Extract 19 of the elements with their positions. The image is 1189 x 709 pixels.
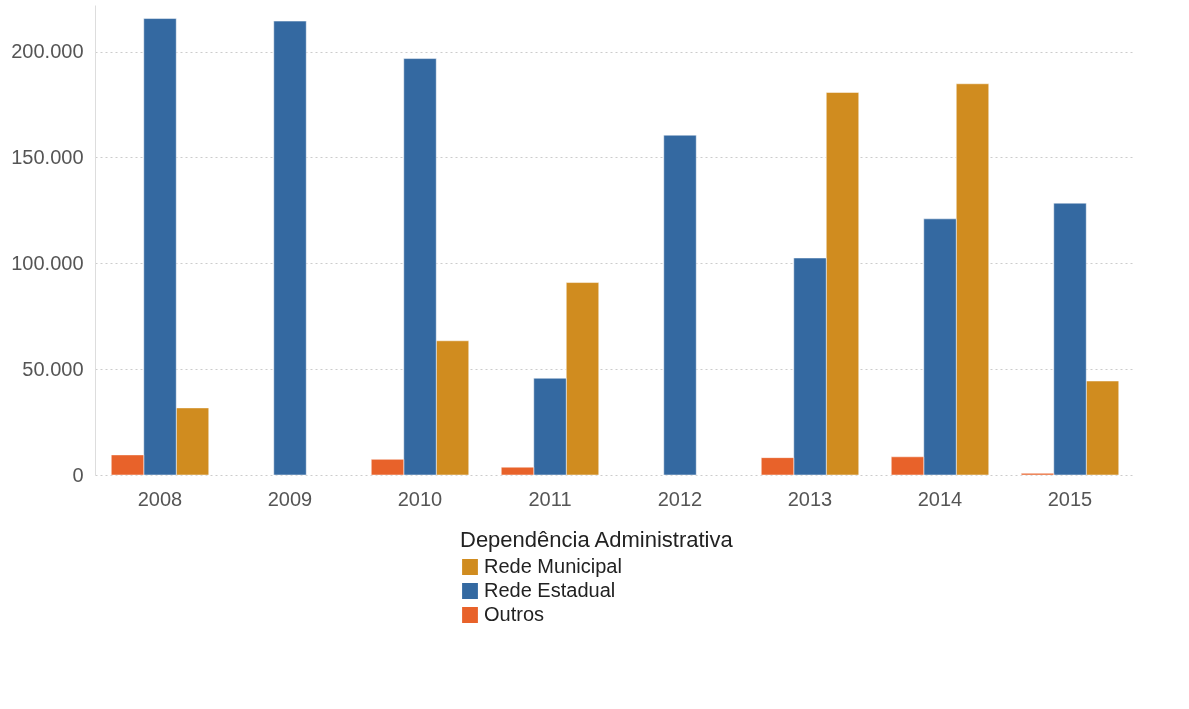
legend-label: Rede Estadual: [484, 579, 616, 601]
x-tick-label: 2009: [267, 487, 313, 510]
legend-label: Rede Municipal: [484, 555, 622, 577]
x-tick-label: 2012: [657, 487, 703, 510]
bar: [273, 20, 307, 476]
legend-title: Dependência Administrativa: [460, 527, 734, 552]
legend-label: Outros: [484, 603, 545, 625]
x-tick-label: 2013: [787, 487, 833, 510]
y-tick-label: 100.000: [11, 251, 84, 274]
x-tick-label: 2011: [528, 487, 572, 510]
y-tick-label: 150.000: [11, 145, 84, 168]
x-tick-label: 2015: [1047, 487, 1093, 510]
bar: [663, 134, 697, 476]
x-tick-label: 2008: [137, 487, 183, 510]
x-tick-label: 2010: [397, 487, 443, 510]
y-tick-label: 50.000: [22, 357, 84, 380]
y-tick-label: 0: [72, 463, 84, 486]
y-tick-label: 200.000: [11, 40, 84, 63]
x-tick-label: 2014: [917, 487, 963, 510]
